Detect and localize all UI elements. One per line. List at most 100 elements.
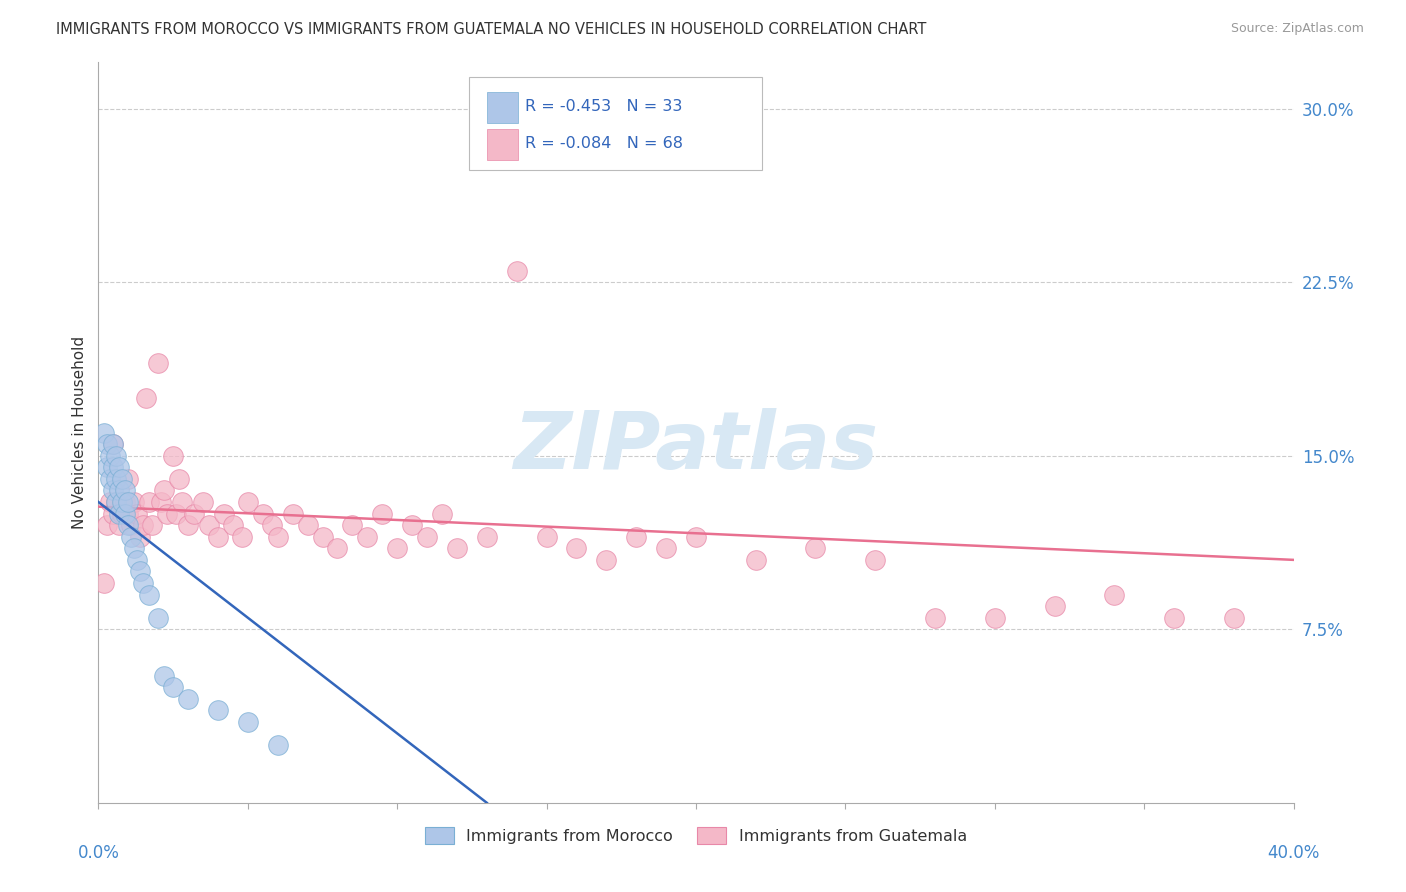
Point — [105, 495, 128, 509]
Point — [117, 472, 139, 486]
Point — [108, 483, 131, 498]
Legend: Immigrants from Morocco, Immigrants from Guatemala: Immigrants from Morocco, Immigrants from… — [419, 820, 973, 850]
Point — [135, 391, 157, 405]
Point — [111, 472, 134, 486]
Text: 0.0%: 0.0% — [77, 844, 120, 862]
Point — [117, 518, 139, 533]
Point — [183, 507, 205, 521]
Point — [626, 530, 648, 544]
Point — [165, 507, 187, 521]
Point — [506, 263, 529, 277]
Point — [124, 541, 146, 556]
Point — [342, 518, 364, 533]
Point — [1223, 610, 1246, 624]
Point — [96, 437, 118, 451]
Point — [984, 610, 1007, 624]
Point — [1043, 599, 1066, 614]
Point — [536, 530, 558, 544]
Point — [105, 495, 128, 509]
FancyBboxPatch shape — [486, 129, 517, 161]
Point — [371, 507, 394, 521]
Text: Source: ZipAtlas.com: Source: ZipAtlas.com — [1230, 22, 1364, 36]
Point — [267, 738, 290, 752]
Point — [430, 507, 453, 521]
Point — [401, 518, 423, 533]
Point — [356, 530, 378, 544]
Point — [311, 530, 333, 544]
Point — [198, 518, 221, 533]
Point — [117, 495, 139, 509]
Point — [117, 507, 139, 521]
Point — [804, 541, 827, 556]
Point — [685, 530, 707, 544]
Point — [297, 518, 319, 533]
Point — [416, 530, 439, 544]
Point — [172, 495, 194, 509]
Point — [475, 530, 498, 544]
Point — [924, 610, 946, 624]
Point — [1104, 588, 1126, 602]
Point — [105, 472, 128, 486]
Point — [236, 495, 259, 509]
Point — [108, 460, 131, 475]
Point — [167, 472, 190, 486]
Point — [111, 507, 134, 521]
Point — [138, 588, 160, 602]
Point — [132, 518, 155, 533]
Point — [114, 483, 136, 498]
Point — [108, 507, 131, 521]
Point — [326, 541, 349, 556]
Point — [105, 449, 128, 463]
FancyBboxPatch shape — [486, 92, 517, 123]
Point — [98, 472, 122, 486]
Point — [114, 507, 136, 521]
Point — [595, 553, 617, 567]
Point — [98, 449, 122, 463]
Point — [120, 518, 142, 533]
Point — [96, 518, 118, 533]
Point — [150, 495, 173, 509]
Point — [141, 518, 163, 533]
Point — [156, 507, 179, 521]
Point — [153, 668, 176, 682]
FancyBboxPatch shape — [470, 78, 762, 169]
Point — [267, 530, 290, 544]
Point — [98, 495, 122, 509]
Point — [103, 507, 125, 521]
Point — [1163, 610, 1185, 624]
Point — [745, 553, 768, 567]
Point — [93, 425, 115, 440]
Point — [236, 714, 259, 729]
Point — [103, 460, 125, 475]
Point — [177, 518, 200, 533]
Point — [252, 507, 274, 521]
Point — [865, 553, 887, 567]
Point — [207, 530, 229, 544]
Point — [96, 460, 118, 475]
Point — [565, 541, 588, 556]
Point — [212, 507, 235, 521]
Point — [148, 356, 170, 370]
Text: 40.0%: 40.0% — [1267, 844, 1320, 862]
Point — [385, 541, 409, 556]
Point — [103, 437, 125, 451]
Point — [132, 576, 155, 591]
Point — [177, 691, 200, 706]
Point — [129, 565, 152, 579]
Text: ZIPatlas: ZIPatlas — [513, 409, 879, 486]
Point — [260, 518, 283, 533]
Point — [222, 518, 245, 533]
Point — [124, 495, 146, 509]
Point — [120, 530, 142, 544]
Point — [114, 495, 136, 509]
Y-axis label: No Vehicles in Household: No Vehicles in Household — [72, 336, 87, 529]
Point — [111, 495, 134, 509]
Point — [127, 507, 149, 521]
Point — [108, 518, 131, 533]
Point — [153, 483, 176, 498]
Text: R = -0.453   N = 33: R = -0.453 N = 33 — [524, 99, 682, 113]
Point — [162, 449, 184, 463]
Text: R = -0.084   N = 68: R = -0.084 N = 68 — [524, 136, 683, 152]
Point — [655, 541, 678, 556]
Point — [207, 703, 229, 717]
